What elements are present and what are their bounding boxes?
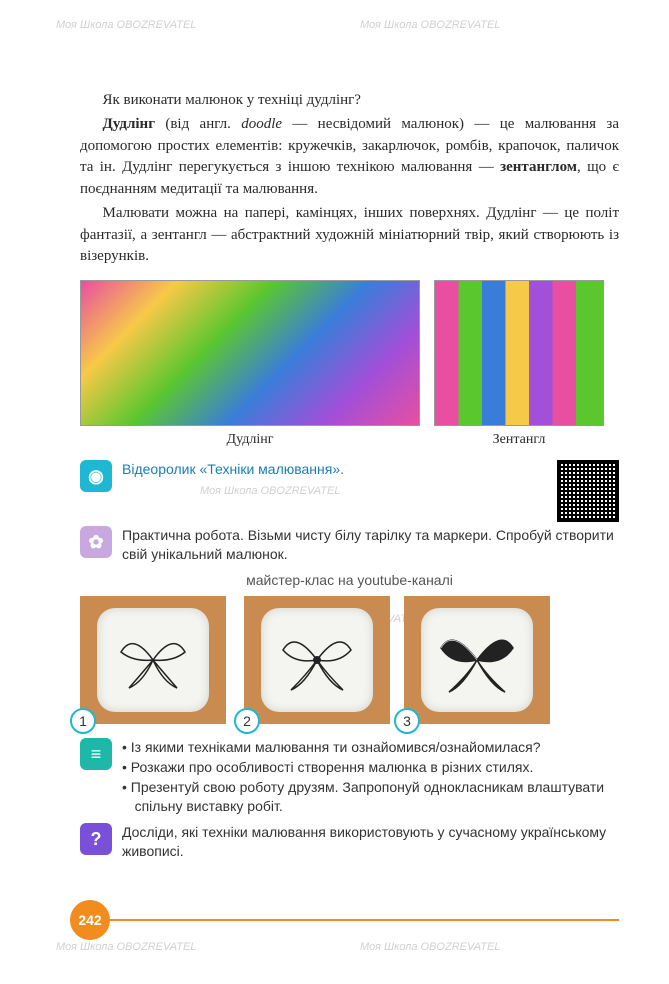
plate-3-badge: 3 bbox=[394, 708, 420, 734]
plate-3-outer: 3 bbox=[404, 596, 550, 724]
masterclass-label: майстер-клас на youtube-каналі bbox=[80, 570, 619, 590]
bullet-2: • Розкажи про особливості створення малю… bbox=[122, 758, 619, 778]
page-footer: 242 bbox=[70, 900, 619, 940]
figures-row bbox=[80, 280, 619, 426]
bullet-3: • Презентуй свою роботу друзям. Запропон… bbox=[122, 778, 619, 817]
term-doodling: Дудлінг bbox=[103, 116, 156, 132]
watermark: Моя Школа OBOZREVATEL bbox=[56, 18, 196, 34]
caption-doodling: Дудлінг bbox=[80, 430, 420, 450]
questions-block: • Із якими техніками малювання ти ознайо… bbox=[122, 738, 619, 816]
plate-2-badge: 2 bbox=[234, 708, 260, 734]
disc-icon: ◉ bbox=[80, 460, 112, 492]
practical-callout: ✿ Практична робота. Візьми чисту білу та… bbox=[80, 526, 619, 564]
video-link-text[interactable]: Відеоролик «Техніки малювання». bbox=[122, 460, 547, 479]
watermark: Моя Школа OBOZREVATEL bbox=[360, 940, 500, 956]
qr-code-1[interactable] bbox=[557, 460, 619, 522]
palette-icon: ✿ bbox=[80, 526, 112, 558]
bullet-2-text: Розкажи про особливості створення малюнк… bbox=[131, 759, 534, 775]
questions-callout: ≡ • Із якими техніками малювання ти озна… bbox=[80, 738, 619, 816]
watermark: Моя Школа OBOZREVATEL bbox=[360, 18, 500, 34]
lines-icon: ≡ bbox=[80, 738, 112, 770]
page-number-badge: 242 bbox=[70, 900, 110, 940]
plate-3-art bbox=[437, 622, 517, 698]
figure-zentangle bbox=[434, 280, 604, 426]
caption-zentangle: Зентангл bbox=[434, 430, 604, 450]
bullet-1-text: Із якими техніками малювання ти ознайоми… bbox=[131, 739, 541, 755]
definition-paragraph: Дудлінг (від англ. doodle — несвідомий м… bbox=[80, 114, 619, 201]
figure-doodling bbox=[80, 280, 420, 426]
captions-row: Дудлінг Зентангл bbox=[80, 430, 619, 450]
plate-1-wrap: 1 bbox=[80, 596, 226, 724]
watermark: Моя Школа OBOZREVATEL bbox=[56, 940, 196, 956]
plate-1-inner bbox=[97, 608, 209, 712]
plate-2-inner bbox=[261, 608, 373, 712]
plate-1 bbox=[80, 596, 226, 724]
plate-1-art bbox=[113, 622, 193, 698]
plate-1-badge: 1 bbox=[70, 708, 96, 734]
plate-2 bbox=[244, 596, 390, 724]
bullet-1: • Із якими техніками малювання ти ознайо… bbox=[122, 738, 619, 758]
intro-question: Як виконати малюнок у техніці дудлінг? bbox=[80, 90, 619, 112]
plate-2-art bbox=[277, 622, 357, 698]
research-callout: ? Досліди, які техніки малювання викорис… bbox=[80, 823, 619, 861]
plates-row: 1 2 3 bbox=[80, 596, 619, 724]
etym-word: doodle bbox=[241, 116, 282, 132]
question-icon: ? bbox=[80, 823, 112, 855]
paragraph-3: Малювати можна на папері, камінцях, інши… bbox=[80, 203, 619, 268]
term-zentangle: зентанглом bbox=[500, 159, 577, 175]
plate-2-wrap: 2 bbox=[244, 596, 390, 724]
plate-3 bbox=[404, 596, 550, 724]
etym-prefix: (від англ. bbox=[155, 116, 241, 132]
video-callout: ◉ Відеоролик «Техніки малювання». bbox=[80, 460, 619, 522]
page-line bbox=[108, 919, 619, 921]
plate-3-inner bbox=[421, 608, 533, 712]
bullet-3-text: Презентуй свою роботу друзям. Запропонуй… bbox=[131, 779, 604, 815]
research-text: Досліди, які техніки малювання використо… bbox=[122, 823, 619, 861]
practical-text: Практична робота. Візьми чисту білу тарі… bbox=[122, 526, 619, 564]
